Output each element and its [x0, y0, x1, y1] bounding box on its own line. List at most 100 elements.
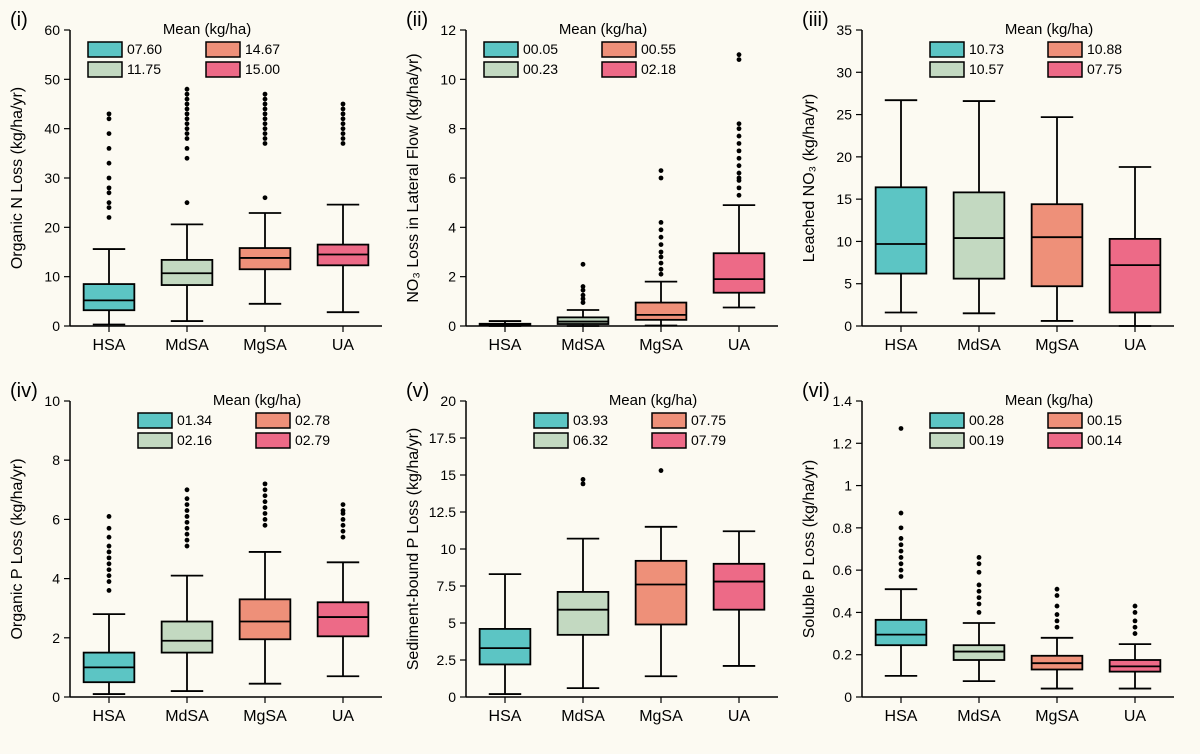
legend-title: Mean (kg/ha): [1005, 21, 1093, 38]
legend-value: 00.55: [641, 41, 676, 57]
legend-value: 02.78: [295, 412, 330, 428]
x-category-label: MgSA: [243, 337, 287, 354]
x-category-label: HSA: [885, 708, 918, 725]
boxplot-box: [636, 303, 687, 320]
legend-value: 07.75: [1087, 61, 1122, 77]
y-axis-label: Organic P Loss (kg/ha/yr): [9, 458, 26, 639]
x-category-label: MdSA: [165, 708, 209, 725]
legend-value: 15.00: [245, 61, 280, 77]
legend-title: Mean (kg/ha): [1005, 392, 1093, 409]
svg-text:30: 30: [44, 170, 60, 186]
legend: Mean (kg/ha)03.9306.3207.7507.79: [534, 392, 726, 448]
boxplot-box: [954, 645, 1005, 660]
legend: Mean (kg/ha)00.2800.1900.1500.14: [930, 392, 1122, 448]
panel-label: (iii): [802, 9, 829, 31]
legend: Mean (kg/ha)00.0500.2300.5502.18: [484, 21, 676, 77]
legend-title: Mean (kg/ha): [609, 392, 697, 409]
boxplot-box: [636, 561, 687, 625]
svg-text:4: 4: [448, 219, 456, 235]
x-category-label: HSA: [885, 337, 918, 354]
y-axis-label: Organic N Loss (kg/ha/yr): [9, 87, 26, 269]
svg-text:8: 8: [52, 452, 60, 468]
svg-text:10: 10: [44, 393, 60, 409]
svg-text:0.6: 0.6: [833, 562, 853, 578]
legend-value: 00.15: [1087, 412, 1122, 428]
svg-text:0: 0: [52, 689, 60, 705]
y-axis-label: NO₃ Loss in Lateral Flow (kg/ha/yr): [405, 53, 422, 302]
svg-text:15: 15: [440, 467, 456, 483]
legend-value: 14.67: [245, 41, 280, 57]
chart-grid: 0102030405060HSAMdSAMgSAUAOrganic N Loss…: [0, 0, 1200, 754]
panel-i: 0102030405060HSAMdSAMgSAUAOrganic N Loss…: [4, 8, 396, 375]
svg-text:35: 35: [836, 22, 852, 38]
svg-text:40: 40: [44, 121, 60, 137]
svg-text:10: 10: [836, 233, 852, 249]
x-category-label: MdSA: [561, 708, 605, 725]
svg-text:20: 20: [44, 219, 60, 235]
x-category-label: MgSA: [1035, 337, 1079, 354]
legend-value: 00.28: [969, 412, 1004, 428]
svg-text:7.5: 7.5: [437, 578, 457, 594]
svg-text:4: 4: [52, 571, 60, 587]
x-category-label: UA: [332, 337, 355, 354]
boxplot-box: [240, 599, 291, 639]
boxplot-box: [558, 592, 609, 635]
x-category-label: MdSA: [957, 337, 1001, 354]
x-category-label: MdSA: [165, 337, 209, 354]
legend-value: 01.34: [177, 412, 212, 428]
svg-text:2.5: 2.5: [437, 652, 457, 668]
boxplot-box: [84, 284, 135, 310]
svg-text:20: 20: [440, 393, 456, 409]
x-category-label: HSA: [93, 337, 126, 354]
svg-text:2: 2: [448, 269, 456, 285]
svg-text:10: 10: [44, 269, 60, 285]
legend-value: 11.75: [127, 61, 161, 77]
boxplot-box: [162, 622, 213, 653]
legend: Mean (kg/ha)01.34 02.16 02.78 02.79: [138, 392, 330, 448]
x-category-label: MgSA: [639, 337, 683, 354]
svg-text:12: 12: [440, 22, 456, 38]
legend-value: 03.93: [573, 412, 608, 428]
svg-text:0: 0: [448, 318, 456, 334]
legend-value: 00.14: [1087, 432, 1122, 448]
svg-text:60: 60: [44, 22, 60, 38]
x-category-label: UA: [1124, 337, 1147, 354]
panel-iii: 05101520253035HSAMdSAMgSAUALeached NO₃ (…: [796, 8, 1188, 375]
legend-value: 02.16: [177, 432, 212, 448]
x-category-label: HSA: [489, 337, 522, 354]
x-category-label: MdSA: [561, 337, 605, 354]
legend-title: Mean (kg/ha): [559, 21, 647, 38]
x-category-label: HSA: [489, 708, 522, 725]
svg-text:6: 6: [448, 170, 456, 186]
svg-text:0.8: 0.8: [833, 520, 853, 536]
boxplot-box: [876, 620, 927, 645]
svg-text:0: 0: [448, 689, 456, 705]
legend: Mean (kg/ha)10.7310.5710.8807.75: [930, 21, 1122, 77]
boxplot-box: [876, 187, 927, 273]
legend-title: Mean (kg/ha): [213, 392, 301, 409]
svg-text:25: 25: [836, 107, 852, 123]
x-category-label: UA: [332, 708, 355, 725]
legend-title: Mean (kg/ha): [163, 21, 251, 38]
panel-label: (ii): [406, 9, 428, 31]
boxplot-box: [1032, 204, 1083, 286]
svg-text:0.4: 0.4: [833, 604, 853, 620]
legend-value: 02.79: [295, 432, 330, 448]
x-category-label: UA: [728, 708, 751, 725]
panel-label: (vi): [802, 380, 830, 402]
svg-text:0.2: 0.2: [833, 647, 853, 663]
boxplot-box: [714, 253, 765, 292]
legend-value: 07.60: [127, 41, 162, 57]
x-category-label: MdSA: [957, 708, 1001, 725]
legend-value: 07.79: [691, 432, 726, 448]
panel-iv: 0246810HSAMdSAMgSAUAOrganic P Loss (kg/h…: [4, 379, 396, 746]
svg-text:10: 10: [440, 541, 456, 557]
svg-text:6: 6: [52, 511, 60, 527]
y-axis-label: Sediment-bound P Loss (kg/ha/yr): [405, 428, 422, 671]
boxplot-box: [714, 564, 765, 610]
svg-text:5: 5: [844, 276, 852, 292]
panel-label: (i): [10, 9, 28, 31]
svg-text:1.4: 1.4: [833, 393, 853, 409]
legend-value: 07.75: [691, 412, 726, 428]
svg-text:8: 8: [448, 121, 456, 137]
